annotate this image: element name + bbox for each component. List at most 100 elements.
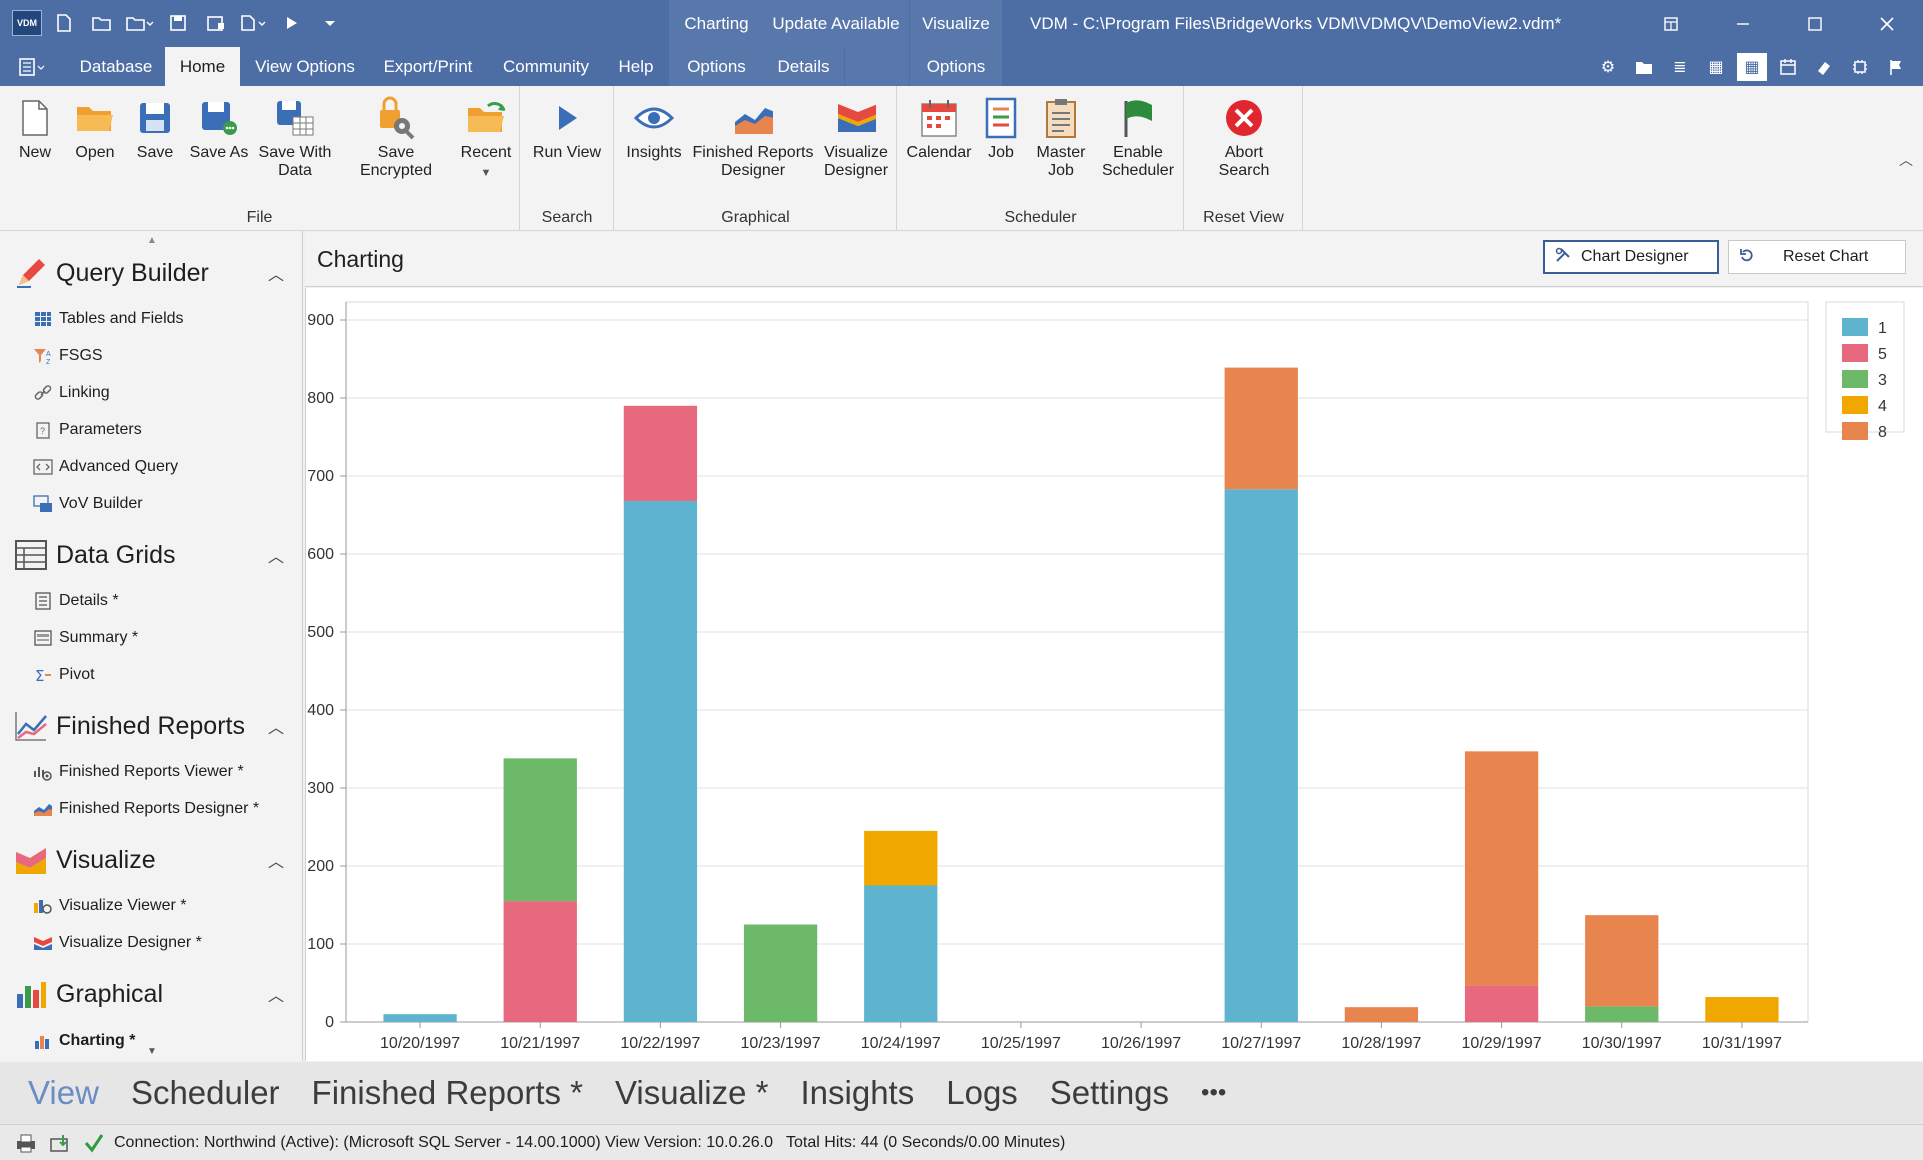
nav-scroll-down-icon[interactable]: ▼ xyxy=(147,1046,157,1057)
collapse-chevron-icon[interactable]: ︿ xyxy=(267,720,284,737)
tab-community[interactable]: Community xyxy=(503,57,589,76)
collapse-chevron-icon[interactable]: ︿ xyxy=(267,854,284,871)
nav-item-visualize-designer[interactable]: Visualize Designer * xyxy=(32,930,202,956)
bottom-tab-more[interactable]: ••• xyxy=(1201,1079,1227,1106)
nav-section-query-builder[interactable]: Query Builder ︿ xyxy=(14,253,294,293)
bar-segment-series-4 xyxy=(864,830,938,886)
nav-item-visualize-viewer[interactable]: Visualize Viewer * xyxy=(32,893,186,919)
bottom-tab-view[interactable]: View xyxy=(28,1074,99,1111)
nav-item-pivot[interactable]: Σ Pivot xyxy=(32,662,95,688)
save-icon[interactable] xyxy=(162,9,194,37)
nav-item-parameters[interactable]: ? Parameters xyxy=(32,417,142,443)
collapse-chevron-icon[interactable]: ︿ xyxy=(267,988,284,1005)
collapse-chevron-icon[interactable]: ︿ xyxy=(267,549,284,566)
nav-item-finished-reports-viewer[interactable]: Finished Reports Viewer * xyxy=(32,759,244,785)
chip-icon[interactable] xyxy=(1845,53,1875,81)
chart-view-icon[interactable]: ▦ xyxy=(1737,53,1767,81)
job-button[interactable]: Job xyxy=(978,97,1024,162)
bottom-tab-visualize[interactable]: Visualize * xyxy=(615,1074,769,1111)
export-icon[interactable] xyxy=(238,9,270,37)
tab-visualize-options[interactable]: Options xyxy=(910,47,1002,86)
flag-icon[interactable] xyxy=(1881,53,1911,81)
bottom-tab-settings[interactable]: Settings xyxy=(1049,1074,1170,1111)
nav-item-advanced-query[interactable]: Advanced Query xyxy=(32,454,178,480)
context-header-update[interactable]: Update Available xyxy=(763,0,909,47)
recent-dropdown-chevron-icon[interactable]: ▼ xyxy=(480,167,492,179)
master-job-button-label: Master Job xyxy=(1036,144,1086,179)
tab-view-options[interactable]: View Options xyxy=(255,57,355,76)
eraser-icon[interactable] xyxy=(1809,53,1839,81)
link-icon xyxy=(32,383,54,403)
master-job-button[interactable]: Master Job xyxy=(1032,98,1090,180)
open-button[interactable]: Open xyxy=(70,98,120,162)
insights-button[interactable]: Insights xyxy=(621,98,687,162)
tab-database[interactable]: Database xyxy=(79,57,153,76)
minimize-icon[interactable] xyxy=(1707,0,1779,47)
nav-item-label: VoV Builder xyxy=(59,495,143,512)
chart-designer-button[interactable]: Chart Designer xyxy=(1543,240,1719,274)
folder-icon[interactable] xyxy=(1629,53,1659,81)
bar-segment-series-8 xyxy=(1224,367,1298,490)
settings-page-icon[interactable]: ⚙ xyxy=(1600,59,1616,76)
bar-segment-series-3 xyxy=(743,924,818,1022)
run-view-button[interactable]: Run View xyxy=(527,98,607,162)
tab-update-details[interactable]: Details xyxy=(763,47,844,86)
bottom-tab-logs[interactable]: Logs xyxy=(946,1074,1018,1111)
list-view-icon[interactable]: ≣ xyxy=(1673,59,1687,76)
plot-area xyxy=(345,301,1809,1023)
calendar-button[interactable]: Calendar xyxy=(906,98,972,162)
save-with-data-button[interactable]: Save With Data xyxy=(255,98,335,180)
customize-qat-icon[interactable] xyxy=(314,9,346,37)
finished-reports-designer-button[interactable]: Finished Reports Designer xyxy=(692,98,814,180)
close-icon[interactable] xyxy=(1851,0,1923,47)
nav-item-summary[interactable]: Summary * xyxy=(32,625,138,651)
save-button[interactable]: Save xyxy=(130,98,180,162)
abort-search-button[interactable]: Abort Search xyxy=(1203,98,1285,180)
nav-section-finished-reports[interactable]: Finished Reports ︿ xyxy=(14,706,294,746)
save-all-icon[interactable] xyxy=(200,9,232,37)
tab-home[interactable]: Home xyxy=(165,47,240,86)
printer-icon[interactable] xyxy=(12,1131,40,1155)
calendar-icon[interactable] xyxy=(1773,53,1803,81)
run-icon[interactable] xyxy=(276,9,308,37)
bottom-tab-scheduler[interactable]: Scheduler xyxy=(130,1074,280,1111)
recent-folder-icon[interactable] xyxy=(124,9,156,37)
nav-item-charting[interactable]: Charting * xyxy=(32,1028,135,1054)
nav-item-vov-builder[interactable]: VoV Builder xyxy=(32,491,143,517)
bottom-tab-insights[interactable]: Insights xyxy=(800,1074,915,1111)
tab-update-blank xyxy=(845,47,909,86)
grid-view-icon[interactable]: ▦ xyxy=(1708,59,1724,76)
nav-section-visualize[interactable]: Visualize ︿ xyxy=(14,840,294,880)
nav-item-tables-and-fields[interactable]: Tables and Fields xyxy=(32,306,184,332)
abort-search-button-label: Abort Search xyxy=(1218,144,1270,179)
bar-segment-series-5 xyxy=(503,901,577,1022)
nav-scroll-up-icon[interactable]: ▲ xyxy=(147,235,157,246)
restore-layout-icon[interactable] xyxy=(1635,0,1707,47)
nav-item-linking[interactable]: Linking xyxy=(32,380,110,406)
visualize-designer-button[interactable]: Visualize Designer xyxy=(819,98,893,180)
reset-chart-button[interactable]: Reset Chart xyxy=(1728,240,1906,274)
nav-section-graphical[interactable]: Graphical ︿ xyxy=(14,974,294,1014)
maximize-icon[interactable] xyxy=(1779,0,1851,47)
save-as-button[interactable]: Save As xyxy=(188,98,250,162)
recent-button[interactable]: Recent ▼ xyxy=(458,98,514,182)
enable-scheduler-button[interactable]: Enable Scheduler xyxy=(1098,98,1178,180)
nav-item-finished-reports-designer[interactable]: Finished Reports Designer * xyxy=(32,796,259,822)
new-button[interactable]: New xyxy=(12,98,58,162)
nav-section-data-grids[interactable]: Data Grids ︿ xyxy=(14,535,294,575)
save-encrypted-button[interactable]: Save Encrypted xyxy=(340,96,452,180)
file-menu-icon[interactable] xyxy=(14,55,48,79)
ribbon-collapse-chevron-icon[interactable]: ︿ xyxy=(1899,152,1913,168)
tab-help[interactable]: Help xyxy=(618,57,654,76)
nav-item-details[interactable]: Details * xyxy=(32,588,119,614)
tab-export-print[interactable]: Export/Print xyxy=(383,57,473,76)
details-grid-icon xyxy=(32,591,54,611)
new-file-icon[interactable] xyxy=(48,9,80,37)
open-folder-icon[interactable] xyxy=(86,9,118,37)
collapse-chevron-icon[interactable]: ︿ xyxy=(267,267,284,284)
bottom-tab-finished-reports[interactable]: Finished Reports * xyxy=(311,1074,584,1111)
download-icon[interactable] xyxy=(46,1131,74,1155)
tab-charting-options[interactable]: Options xyxy=(669,47,764,86)
